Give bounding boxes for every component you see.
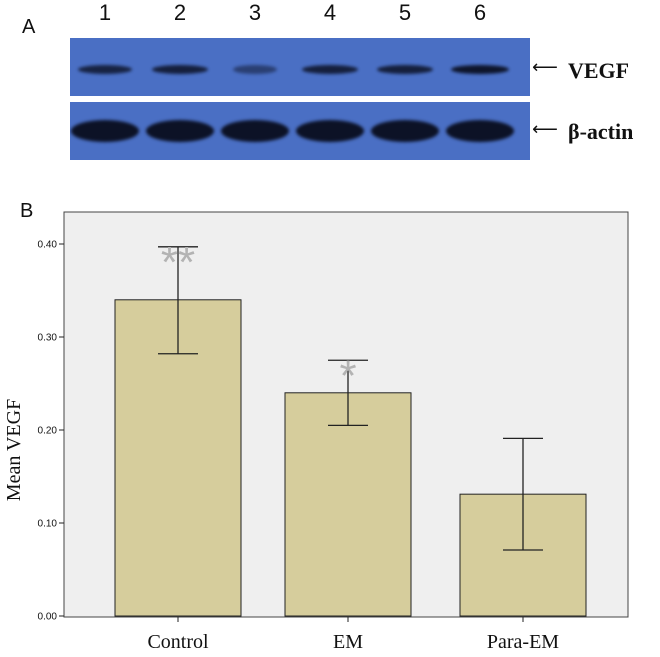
x-tick-label: Para-EM — [487, 631, 559, 653]
significance-annotation: ** — [161, 238, 195, 287]
y-tick-label: 0.20 — [38, 426, 58, 437]
vegf-blot — [70, 38, 530, 96]
blot-band — [450, 64, 510, 74]
blot-band — [232, 64, 278, 74]
blot-band — [146, 120, 214, 142]
lane-number: 3 — [248, 0, 262, 25]
blot-band — [71, 120, 139, 142]
lane-number: 5 — [398, 0, 412, 25]
lane-number: 4 — [323, 0, 337, 25]
blot-band — [377, 64, 433, 74]
actin-arrow-icon: ⟵ — [532, 119, 558, 140]
panel-b-label: B — [20, 200, 34, 222]
x-tick-label: Control — [147, 631, 209, 653]
x-tick-label: EM — [333, 631, 363, 653]
vegf-label: VEGF — [568, 58, 630, 83]
bar-chart: 0.00 0.10 0.20 0.30 0.40 Mean VEGF Control ** EM… — [3, 211, 629, 653]
lane-number: 2 — [173, 0, 187, 25]
y-tick-label: 0.40 — [38, 240, 58, 251]
y-axis-label: Mean VEGF — [3, 399, 25, 501]
blot-band — [296, 120, 364, 142]
blot-band — [152, 64, 208, 74]
blot-band — [78, 64, 132, 74]
actin-label: β-actin — [568, 119, 634, 144]
lane-number: 1 — [98, 0, 112, 25]
y-tick-label: 0.30 — [38, 333, 58, 344]
bar — [284, 392, 412, 617]
y-tick-label: 0.00 — [38, 612, 58, 623]
blot-band — [446, 120, 514, 142]
blot-band — [371, 120, 439, 142]
panel-a-label: A — [22, 16, 36, 38]
bar — [114, 299, 242, 617]
significance-annotation: * — [339, 351, 356, 400]
y-tick-label: 0.10 — [38, 519, 58, 530]
vegf-arrow-icon: ⟵ — [532, 57, 558, 78]
lane-number: 6 — [473, 0, 487, 25]
actin-blot — [70, 102, 530, 160]
blot-band — [302, 64, 358, 74]
blot-band — [221, 120, 289, 142]
